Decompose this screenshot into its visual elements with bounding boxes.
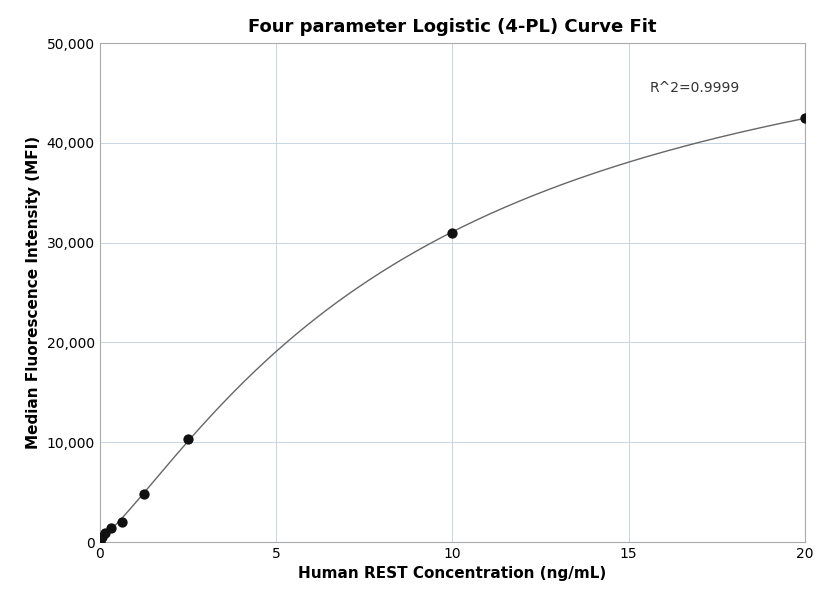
Point (137, 489, 150, 499)
Title: Four parameter Logistic (4-PL) Curve Fit: Four parameter Logistic (4-PL) Curve Fit (248, 18, 657, 36)
Point (798, 113, 812, 123)
X-axis label: Human REST Concentration (ng/mL): Human REST Concentration (ng/mL) (298, 567, 607, 582)
Y-axis label: Median Fluorescence Intensity (MFI): Median Fluorescence Intensity (MFI) (26, 136, 41, 449)
Point (181, 434, 194, 444)
Point (99, 528, 112, 538)
Point (446, 228, 459, 238)
Text: R^2=0.9999: R^2=0.9999 (650, 81, 740, 95)
Point (95, 532, 109, 542)
Point (115, 517, 129, 527)
Point (93, 537, 106, 547)
Point (104, 523, 117, 533)
